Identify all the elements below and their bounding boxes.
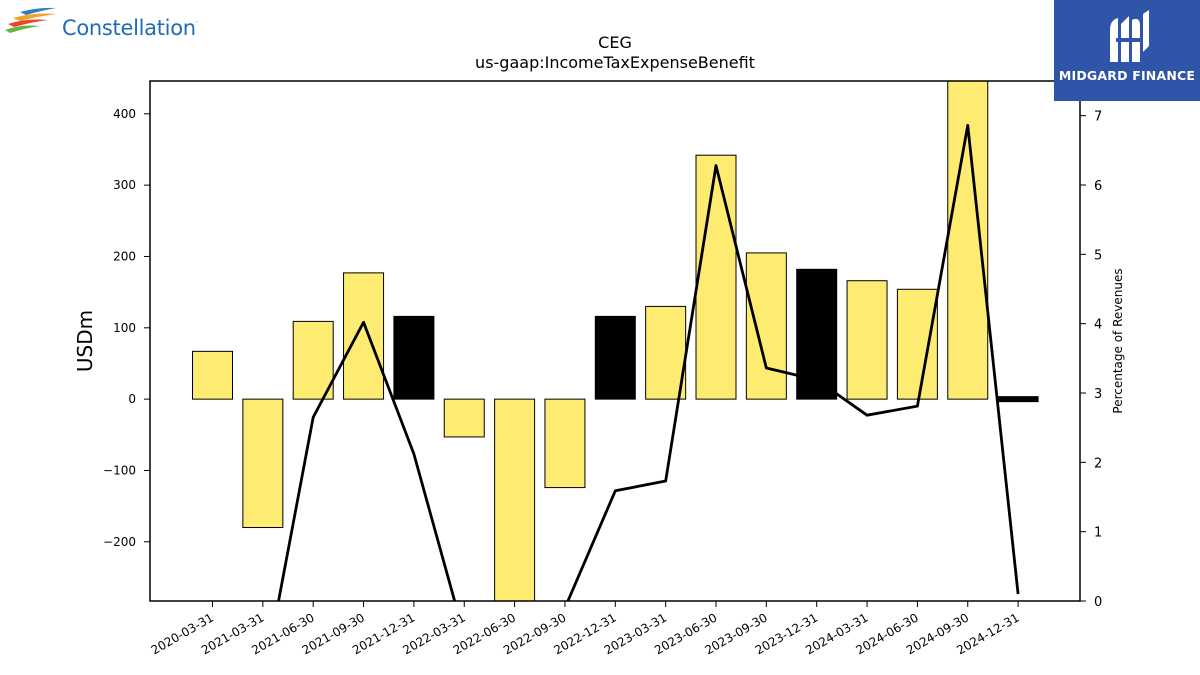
bar-2023-03-31 [645,305,687,400]
y2-tick-label: 6 [1094,179,1102,194]
bar-2024-12-31 [997,396,1039,403]
revenue-pct-line [277,123,1020,601]
y-axis-label: USDm [73,310,97,372]
y-tick-label: 0 [128,392,136,406]
y2-tick-label: 2 [1094,456,1102,471]
bar-2024-03-31 [846,280,888,400]
y-tick-label: 100 [113,321,136,335]
y-tick-label: 200 [113,249,136,263]
badge-label: MIDGARD FINANCE [1058,68,1196,83]
y2-tick-label: 7 [1094,110,1102,125]
y-tick-label: −100 [103,463,136,477]
bar-2022-03-31 [443,398,485,438]
bar-2021-09-30 [343,272,385,400]
bar-2021-12-31 [393,315,435,400]
bar-2023-09-30 [745,252,787,400]
chart-title: CEG [598,33,632,52]
chart-subtitle: us-gaap:IncomeTaxExpenseBenefit [475,53,755,72]
y-tick-label: −200 [103,535,136,549]
constellation-logo: Constellation. [4,4,214,46]
y2-tick-label: 5 [1094,248,1102,263]
bar-2022-12-31 [594,315,636,400]
constellation-swoosh-icon [5,7,56,33]
y-tick-label: 300 [113,178,136,192]
y-tick-label: 400 [113,107,136,121]
y2-tick-label: 1 [1094,526,1102,541]
y2-axis-label: Percentage of Revenues [1111,268,1125,413]
bar-2021-06-30 [292,320,334,400]
y2-tick-label: 4 [1094,318,1102,333]
constellation-wordmark: Constellation. [62,16,198,40]
y2-tick-label: 3 [1094,387,1102,402]
bar-2022-06-30 [494,398,536,602]
bar-2024-06-30 [896,288,938,400]
bar-2021-03-31 [242,398,284,529]
bar-2022-09-30 [544,398,586,489]
bar-2020-03-31 [192,350,233,400]
y2-tick-label: 0 [1094,595,1102,610]
bar-2023-06-30 [695,154,737,400]
midgard-finance-badge: MIDGARD FINANCE [1054,0,1200,101]
midgard-logo-icon [1110,10,1149,62]
